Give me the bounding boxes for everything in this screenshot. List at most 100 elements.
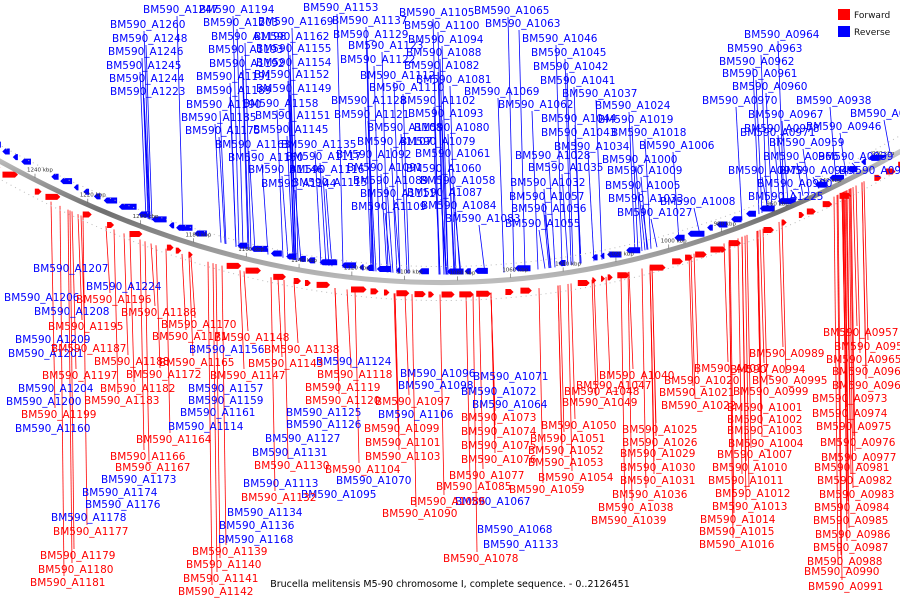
gene-label: BM590_A1247	[143, 4, 218, 16]
gene-label: BM590_A0966	[763, 151, 839, 163]
leader-line	[595, 99, 603, 260]
leader-line	[559, 285, 565, 433]
leader-line	[762, 228, 768, 386]
gene-label: BM590_A1186	[121, 307, 197, 319]
leader-line	[286, 135, 294, 260]
gene-label: BM590_A1179	[40, 550, 115, 562]
gene-label: BM590_A0972	[839, 165, 900, 177]
gene-label: BM590_A0971	[740, 127, 815, 139]
gene-feature	[370, 288, 379, 295]
gene-feature	[505, 289, 514, 296]
gene-feature	[806, 208, 816, 215]
gene-label: BM590_A1105	[399, 7, 474, 19]
gene-label: BM590_A1111	[360, 188, 435, 200]
leader-line	[393, 81, 401, 274]
gene-label: BM590_A1084	[421, 200, 497, 212]
gene-label: BM590_A1049	[562, 397, 637, 409]
leader-line	[105, 226, 111, 294]
gene-label: BM590_A1050	[541, 420, 616, 432]
gene-label: BM590_A0970	[702, 95, 777, 107]
gene-label: BM590_A1022	[661, 400, 736, 412]
gene-label: BM590_A1153	[303, 2, 378, 14]
ruler-tick-label: 980 kbp	[714, 222, 737, 228]
leader-line	[404, 293, 410, 396]
gene-label: BM590_A0977	[821, 452, 896, 464]
leader-line	[861, 182, 867, 380]
leader-line	[790, 189, 798, 199]
leader-line	[757, 230, 763, 438]
gene-label: BM590_A1088	[406, 47, 481, 59]
gene-label: BM590_A1081	[416, 74, 491, 86]
gene-label: BM590_A1041	[540, 75, 615, 87]
gene-label: BM590_A1195	[48, 321, 123, 333]
leader-line	[366, 40, 374, 272]
leader-line	[236, 28, 244, 249]
gene-label: BM590_A1019	[598, 114, 673, 126]
gene-label: BM590_A1125	[286, 407, 361, 419]
gene-feature	[293, 277, 302, 284]
gene-label: BM590_A1178	[51, 512, 126, 524]
chromosome-backbone	[0, 148, 900, 286]
gene-label: BM590_A1051	[530, 433, 605, 445]
gene-label: BM590_A1122	[340, 54, 415, 66]
gene-label: BM590_A1188	[94, 356, 169, 368]
gene-label: BM590_A1208	[34, 306, 109, 318]
gene-label: BM590_A1009	[607, 165, 682, 177]
gene-label: BM590_A0949	[779, 165, 854, 177]
gene-feature	[383, 289, 390, 296]
gene-label: BM590_A1061	[415, 148, 490, 160]
leader-line	[777, 40, 785, 205]
gene-label: BM590_A1082	[404, 60, 479, 72]
gene-label: BM590_A1147	[210, 370, 285, 382]
leader-line	[833, 196, 839, 566]
leader-line	[354, 290, 360, 464]
leader-line	[325, 188, 333, 267]
gene-feature	[459, 291, 474, 298]
gene-label: BM590_A1052	[528, 445, 603, 457]
gene-label: BM590_A1162	[254, 31, 329, 43]
gene-label: BM590_A1157	[188, 383, 263, 395]
ruler-tick-label: 940 kbp	[819, 178, 842, 184]
gene-feature	[649, 264, 666, 271]
gene-feature	[763, 226, 774, 233]
leader-line	[390, 147, 398, 273]
gene-feature	[60, 178, 73, 185]
gene-label: BM590_A1117	[286, 151, 361, 163]
gene-feature	[359, 264, 364, 271]
gene-label: BM590_A1063	[485, 18, 560, 30]
gene-feature	[82, 211, 92, 218]
gene-label: BM590_A1060	[406, 163, 481, 175]
leader-line	[650, 218, 658, 248]
gene-label: BM590_A1245	[106, 60, 181, 72]
leader-line	[735, 106, 743, 221]
gene-label: BM590_A1059	[509, 484, 584, 496]
gene-feature	[592, 277, 597, 284]
gene-label: BM590_A1177	[53, 526, 128, 538]
gene-label: BM590_A1046	[522, 33, 598, 45]
gene-label: BM590_A1030	[620, 462, 695, 474]
ruler-tick-label: 1240 kbp	[27, 168, 53, 174]
gene-feature	[777, 198, 796, 205]
leader-line	[631, 125, 639, 252]
gene-feature	[298, 255, 306, 262]
leader-line	[561, 173, 569, 266]
gene-label: BM590_A1042	[533, 61, 608, 73]
gene-feature	[626, 247, 641, 254]
leader-line	[507, 16, 515, 272]
gene-label: BM590_A1031	[620, 475, 695, 487]
gene-label: BM590_A1115	[292, 177, 367, 189]
gene-label: BM590_A1107	[357, 136, 432, 148]
gene-label: BM590_A0991	[808, 581, 883, 593]
gene-label: BM590_A0968	[832, 366, 900, 378]
gene-label: BM590_A1027	[617, 207, 692, 219]
leader-line	[846, 190, 852, 475]
gene-feature	[861, 158, 866, 165]
gene-label: BM590_A1151	[255, 110, 330, 122]
leader-line	[261, 163, 269, 255]
leader-line	[544, 214, 552, 268]
gene-feature	[592, 254, 598, 261]
gene-label: BM590_A0976	[820, 437, 896, 449]
leader-line	[241, 55, 249, 250]
leader-line	[143, 30, 151, 220]
